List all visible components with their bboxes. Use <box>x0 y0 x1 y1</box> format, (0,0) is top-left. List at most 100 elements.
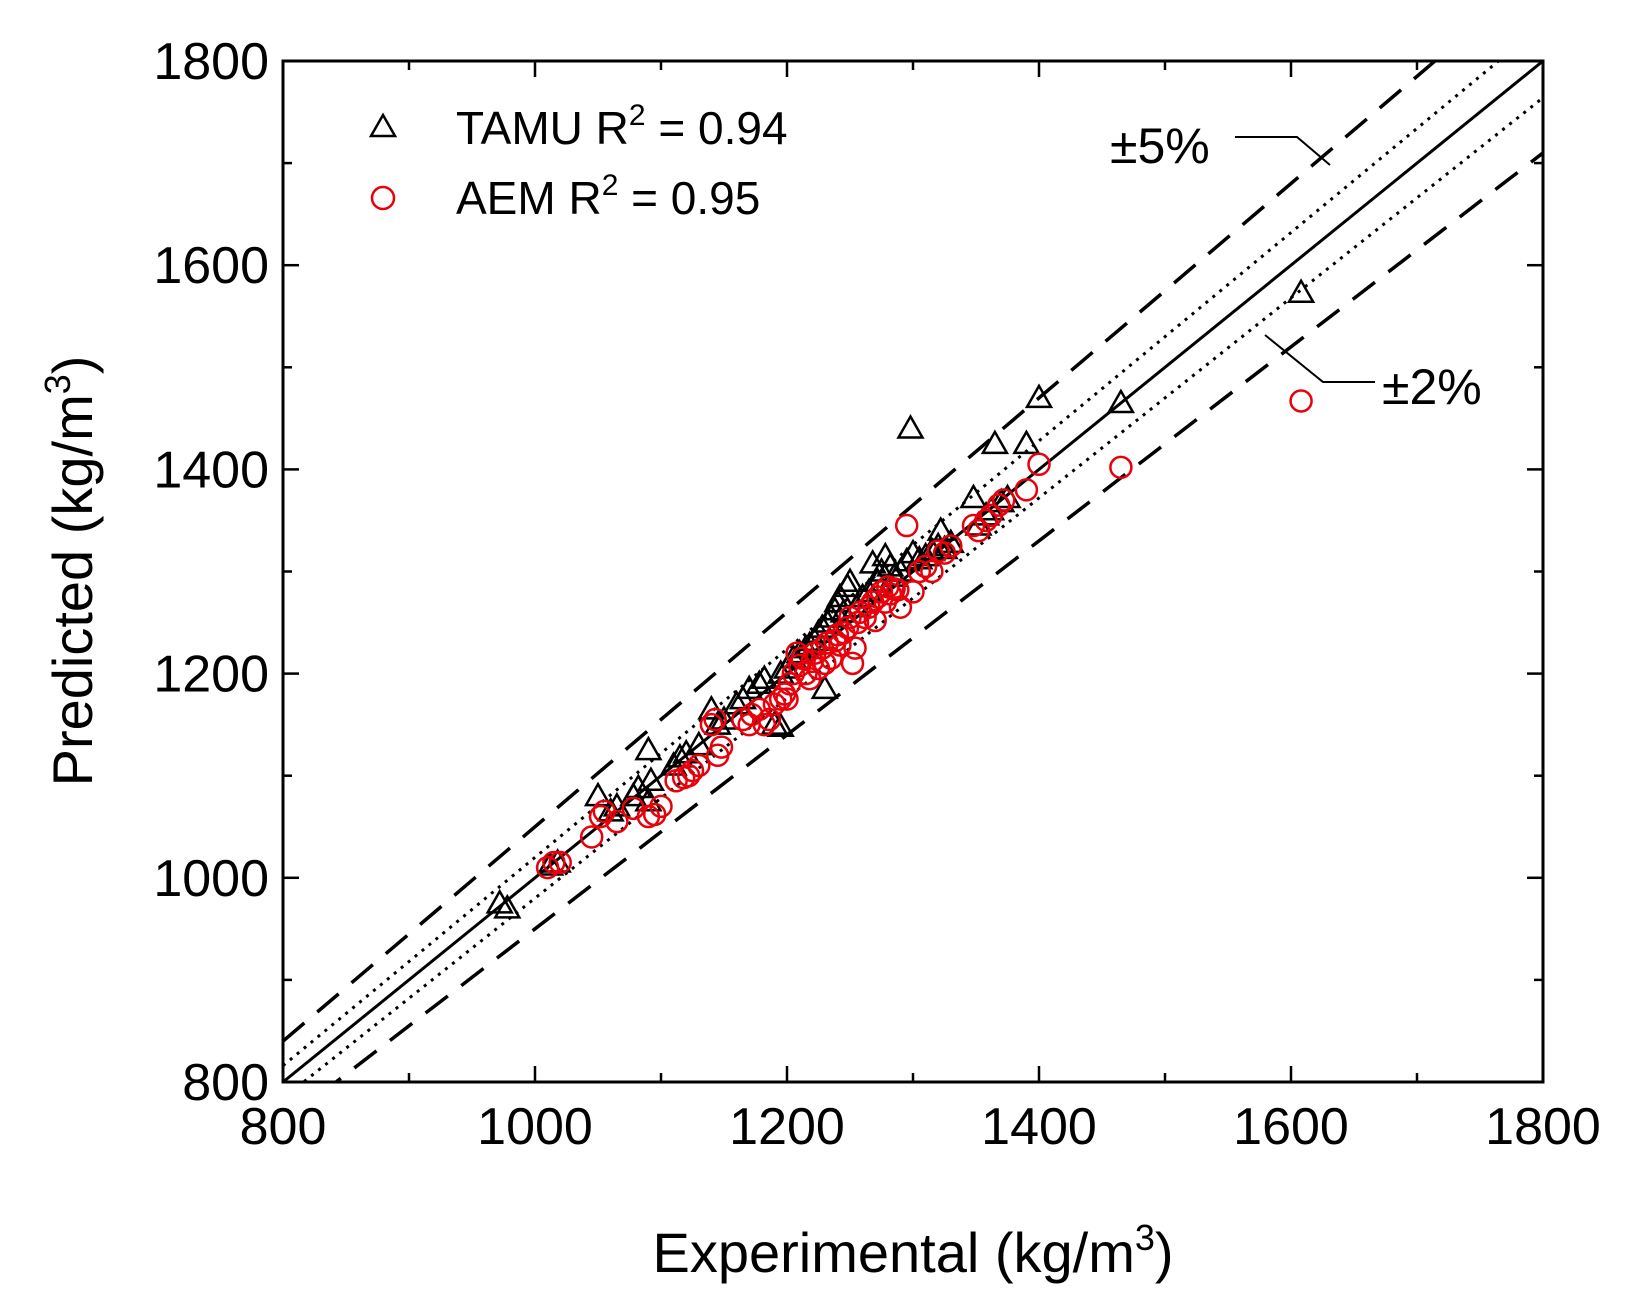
tamu-point <box>1106 388 1136 414</box>
annotation-5pct-leader <box>1235 136 1331 166</box>
tamu-point <box>624 773 653 799</box>
aem-point <box>605 809 629 834</box>
aem-point <box>1014 478 1039 502</box>
tamu-point <box>905 544 934 570</box>
tamu-point <box>1012 429 1041 455</box>
aem-point <box>843 636 867 660</box>
y-axis-title: Predicted (kg/m3) <box>37 356 104 787</box>
aem-point <box>1027 452 1051 477</box>
tamu-point <box>745 669 774 695</box>
aem-point <box>680 758 705 783</box>
tamu-point <box>959 483 988 509</box>
annotation-5pct: ±5% <box>1110 118 1331 174</box>
aem-point <box>1289 389 1313 413</box>
aem-point <box>869 580 894 604</box>
aem-point <box>901 580 925 604</box>
aem-point <box>794 661 818 686</box>
tamu-point <box>766 659 795 684</box>
aem-point <box>939 534 963 558</box>
x-axis-title-main: Experimental (kg/m <box>652 1221 1134 1284</box>
aem-point <box>819 646 843 671</box>
aem-point <box>974 508 998 533</box>
aem-point <box>687 753 711 778</box>
legend-triangle-marker <box>368 112 398 138</box>
aem-point <box>542 850 566 875</box>
aem-point <box>548 850 572 875</box>
tamu-point <box>636 766 666 792</box>
aem-point <box>961 513 986 538</box>
aem-point <box>752 712 777 737</box>
aem-point <box>886 578 910 602</box>
aem-point <box>894 513 919 538</box>
aem-point <box>703 707 727 732</box>
legend-aem-sup: 2 <box>602 169 619 202</box>
tamu-point <box>820 595 850 621</box>
aem-point <box>913 554 938 579</box>
y-tick-label: 1600 <box>153 237 269 295</box>
legend: TAMU R2 = 0.94 AEM R2 = 0.95 <box>368 99 788 224</box>
tamu-point <box>858 548 887 574</box>
tamu-point <box>980 429 1010 455</box>
aem-point <box>888 595 913 619</box>
tamu-point <box>896 414 925 439</box>
legend-label-tamu: TAMU R2 = 0.94 <box>456 99 788 154</box>
x-tick-label: 1000 <box>477 1098 593 1156</box>
aem-point <box>932 541 957 565</box>
aem-point <box>853 605 877 630</box>
tamu-point <box>810 674 839 700</box>
y-axis-title-sup: 3 <box>37 374 78 394</box>
aem-point <box>986 493 1011 517</box>
tamu-point <box>697 694 726 720</box>
aem-point <box>863 608 887 633</box>
y-axis-title-end: ) <box>41 356 104 375</box>
legend-label-aem: AEM R2 = 0.95 <box>456 169 760 224</box>
aem-point <box>588 804 613 829</box>
annotation-2pct-leader <box>1264 334 1375 383</box>
legend-aem-name: AEM R <box>456 172 602 224</box>
aem-point <box>649 794 673 819</box>
x-tick-label: 1400 <box>981 1098 1097 1156</box>
aem-point <box>535 855 560 880</box>
x-tick-label: 800 <box>240 1098 327 1156</box>
data-points <box>485 278 1316 919</box>
x-axis-title-end: ) <box>1155 1221 1174 1284</box>
aem-point <box>991 488 1016 512</box>
legend-circle-marker <box>370 185 396 211</box>
tamu-point <box>1024 383 1054 409</box>
reference-line-minus-5pct <box>333 151 1543 1082</box>
axis-ticks: 800 1000 1200 1400 1600 1800 800 1000 1200 1400 16… <box>153 33 1601 1156</box>
tamu-point <box>1286 278 1316 304</box>
aem-point <box>790 646 814 671</box>
reference-line-minus-2pct <box>301 96 1543 1082</box>
tamu-point <box>835 567 865 592</box>
tamu-point <box>665 742 695 768</box>
aem-point <box>757 707 782 732</box>
annotation-5pct-label: ±5% <box>1110 118 1210 174</box>
aem-point <box>920 559 944 584</box>
y-axis-title-main: Predicted (kg/m <box>41 394 104 786</box>
tamu-point <box>722 689 751 715</box>
aem-point <box>579 825 604 849</box>
aem-point <box>709 735 734 759</box>
legend-tamu-name: TAMU R <box>456 102 629 154</box>
aem-point <box>907 559 932 584</box>
x-axis-title-sup: 3 <box>1135 1217 1155 1258</box>
y-tick-label: 1400 <box>153 441 269 499</box>
tamu-point <box>750 664 779 689</box>
y-tick-label: 1200 <box>153 646 269 704</box>
aem-point <box>840 651 865 676</box>
legend-tamu-sup: 2 <box>629 99 646 132</box>
y-tick-label: 1800 <box>153 33 269 91</box>
aem-point <box>699 712 724 737</box>
tamu-point <box>493 893 522 919</box>
x-tick-label: 1800 <box>1485 1098 1601 1156</box>
x-tick-label: 1600 <box>1233 1098 1349 1156</box>
reference-line-plusminus-2pct <box>283 61 1501 1067</box>
tamu-point <box>485 888 514 914</box>
y-tick-label: 1000 <box>153 850 269 908</box>
legend-aem-value: = 0.95 <box>618 172 760 224</box>
aem-point <box>775 687 799 711</box>
aem-point <box>642 802 667 827</box>
x-tick-label: 1200 <box>729 1098 845 1156</box>
